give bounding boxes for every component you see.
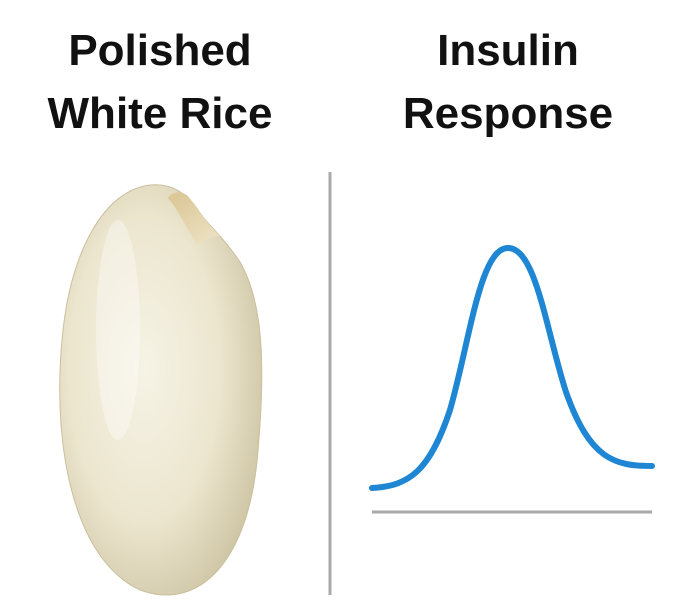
right-title-line: Insulin: [437, 26, 579, 75]
insulin-curve: [369, 244, 655, 491]
left-title-line: White Rice: [48, 89, 273, 138]
rice-grain: [59, 184, 263, 596]
right-title-line: Response: [403, 89, 613, 138]
left-title-line: Polished: [68, 26, 251, 75]
